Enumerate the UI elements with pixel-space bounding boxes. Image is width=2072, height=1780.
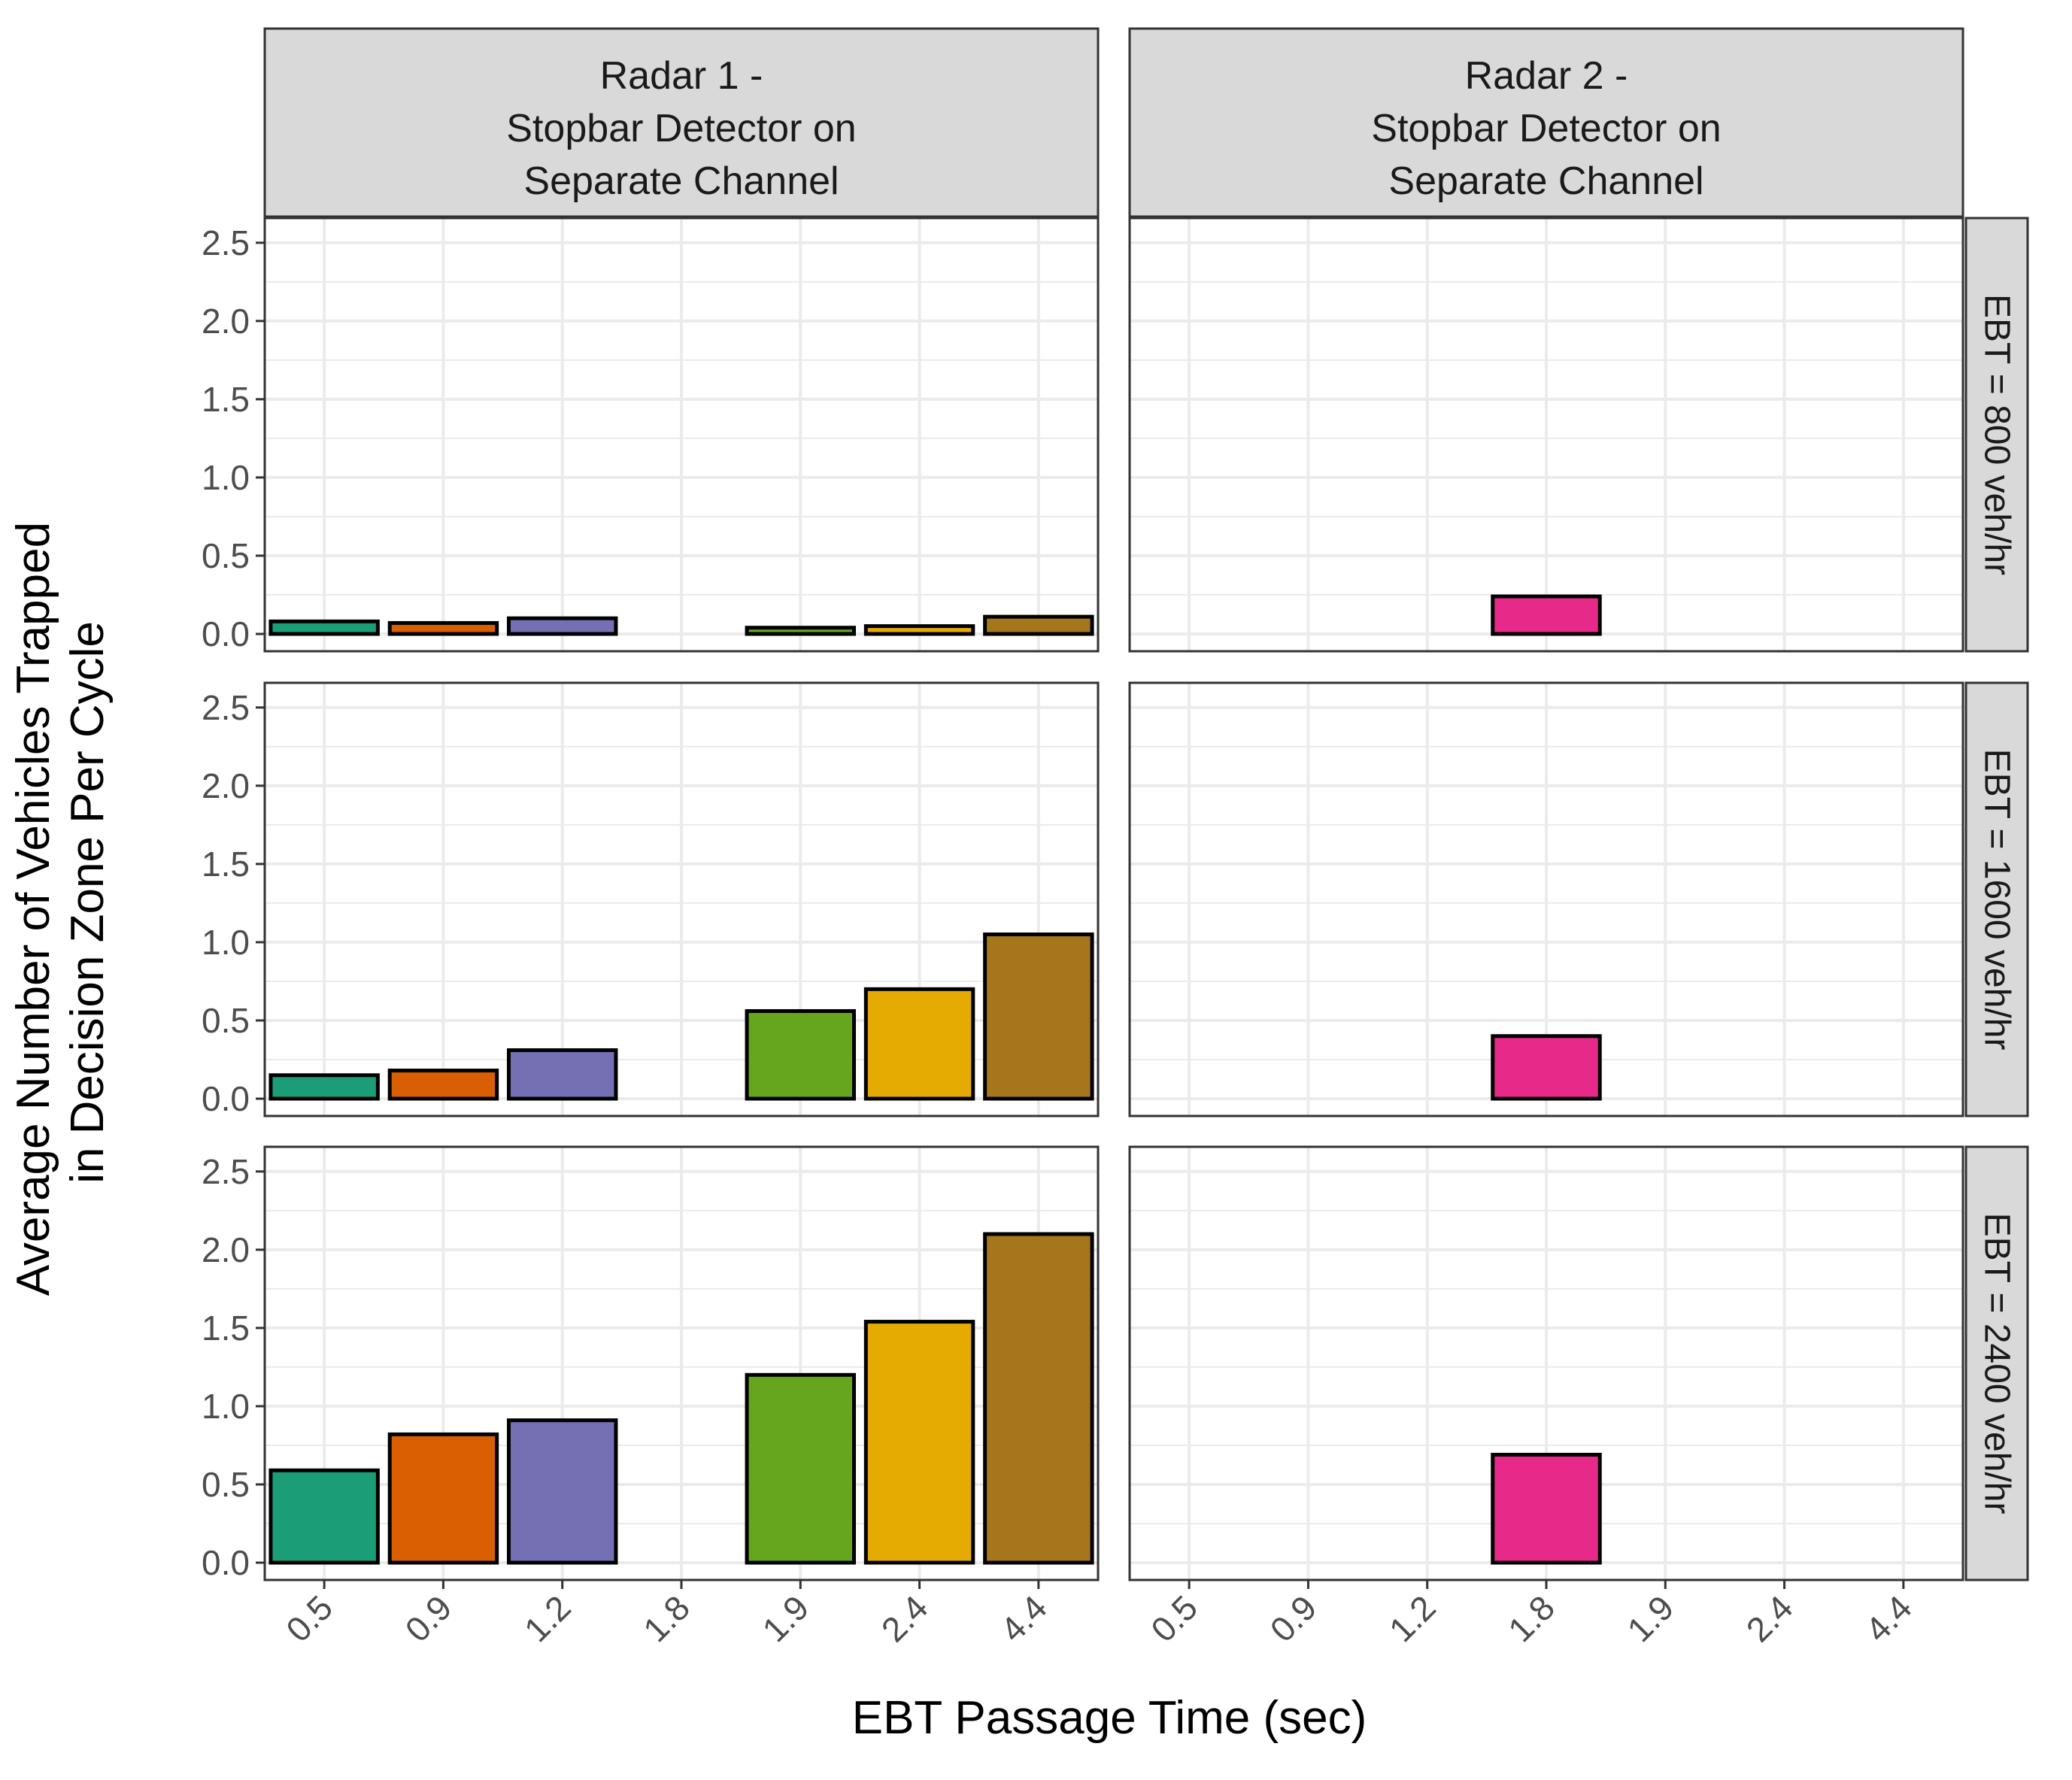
y-tick-label: 1.5 [202,380,250,419]
panel-border-r0-c0 [263,217,1100,653]
bar-r2-c0-0_5 [268,1468,380,1565]
row-strip-2 [1964,1145,2029,1581]
bar-r1-c0-1_9 [745,1008,857,1101]
bar-r0-c0-0_5 [268,619,380,636]
y-axis-title-line-1: Average Number of Vehicles Trapped [8,522,59,1296]
column-strip-label-1-line-0: Radar 2 - [1465,54,1628,98]
bar-r1-c1-1_8 [1491,1034,1602,1101]
bar-r2-c0-1_2 [506,1418,618,1565]
column-strip-0 [263,27,1100,218]
column-strip-label-1-line-1: Stopbar Detector on [1371,107,1721,150]
bar-r1-c0-2_4 [863,987,975,1101]
bar-r2-c0-2_4 [863,1320,975,1565]
bar-r0-c0-2_4 [863,624,975,636]
y-tick-label: 0.0 [202,614,250,653]
bar-r2-c0-0_9 [387,1432,499,1565]
y-tick-label: 0.0 [202,1543,250,1582]
column-strip-label-0-line-1: Stopbar Detector on [506,107,856,150]
bar-r0-c0-4_4 [983,614,1094,636]
column-strip-label-1-line-2: Separate Channel [1388,159,1703,203]
y-axis-title-line-2: in Decision Zone Per Cycle [62,621,114,1184]
row-strip-label-0: EBT = 800 veh/hr [1977,294,2017,575]
panel-border-r1-c0 [263,681,1100,1117]
row-strip-label-1: EBT = 1600 veh/hr [1977,749,2017,1051]
bar-r1-c0-4_4 [983,932,1094,1101]
y-tick-label: 0.5 [202,1001,250,1040]
bar-r0-c0-1_9 [745,626,857,636]
bar-r2-c0-4_4 [983,1232,1094,1565]
bar-r0-c0-0_9 [387,620,499,636]
column-strip-1 [1128,27,1964,218]
row-strip-1 [1964,681,2029,1117]
x-axis-title: EBT Passage Time (sec) [852,1692,1367,1744]
y-tick-label: 2.5 [202,1152,250,1191]
row-strip-label-2: EBT = 2400 veh/hr [1977,1213,2017,1515]
y-tick-label: 1.5 [202,1308,250,1348]
y-tick-label: 0.5 [202,536,250,575]
column-strip-label-0-line-2: Separate Channel [523,159,839,203]
y-axis-title: Average Number of Vehicles Trapped in De… [8,509,114,1296]
y-tick-label: 2.5 [202,688,250,727]
bar-r2-c0-1_9 [745,1372,857,1565]
bar-r2-c1-1_8 [1491,1452,1602,1565]
y-tick-label: 2.0 [202,302,250,341]
bar-r1-c0-1_2 [506,1048,618,1101]
bar-r1-c0-0_5 [268,1073,380,1101]
y-tick-label: 2.0 [202,1230,250,1269]
y-tick-label: 1.0 [202,1387,250,1426]
y-tick-label: 2.0 [202,766,250,805]
bar-r1-c0-0_9 [387,1069,499,1101]
row-strip-0 [1964,217,2029,653]
panel-border-r0-c1 [1128,217,1964,653]
y-tick-label: 1.0 [202,923,250,962]
bar-r0-c1-1_8 [1491,594,1602,636]
y-tick-label: 0.5 [202,1465,250,1504]
bar-r0-c0-1_2 [506,616,618,636]
y-tick-label: 0.0 [202,1079,250,1118]
y-tick-label: 2.5 [202,223,250,262]
column-strip-label-0-line-0: Radar 1 - [600,54,763,98]
panel-border-r1-c1 [1128,681,1964,1117]
y-tick-label: 1.0 [202,458,250,497]
y-tick-label: 1.5 [202,845,250,884]
